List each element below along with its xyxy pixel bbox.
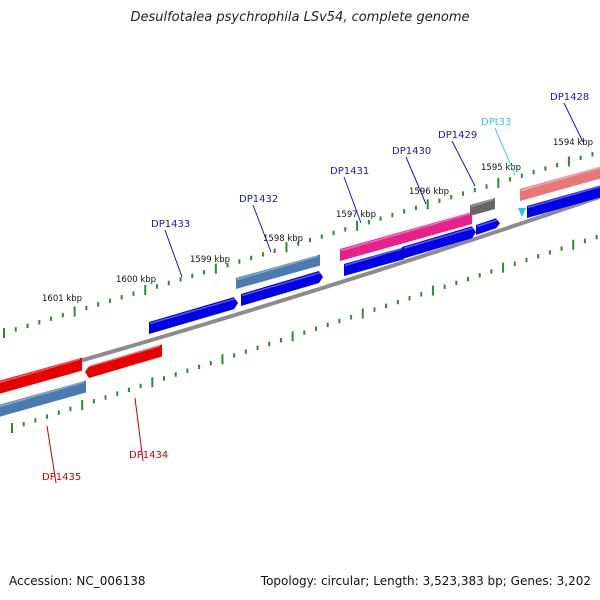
gene-bar-dp1428-highlight	[527, 185, 600, 209]
gene-bar-dp1429-outer	[470, 198, 495, 216]
gene-label: DP1429	[438, 130, 477, 141]
accession-info: Accession: NC_006138	[9, 574, 146, 588]
gene-bar-dp1434-highlight	[85, 345, 161, 369]
gene-bar-dp1435-highlight	[0, 358, 81, 384]
gene-bar-dp1435-inner-highlight	[0, 381, 85, 408]
trna-marker-icon	[518, 208, 526, 217]
gene-bar-dp1431	[344, 247, 404, 276]
gene-bar-dp1431-highlight	[344, 247, 403, 267]
map-title: Desulfotalea psychrophila LSv54, complet…	[130, 10, 470, 25]
gene-bar-dp1429-outer-highlight	[470, 198, 494, 208]
gene-bar-dp1432-outer-highlight	[236, 255, 319, 281]
leader-line	[46, 425, 57, 484]
gene-bar-dp1433-highlight	[149, 297, 237, 325]
gene-bar-dp1428	[527, 185, 600, 218]
gene-bar-dp1435	[0, 357, 82, 394]
accession-value: NC_006138	[76, 574, 146, 588]
gene-bar-dp1428-outer-highlight	[520, 166, 600, 192]
gene-label: DP1432	[239, 194, 278, 205]
gene-features	[0, 166, 600, 417]
genes-label: Genes:	[510, 574, 553, 588]
gene-label: DP1428	[550, 92, 589, 103]
accession-label: Accession:	[9, 574, 73, 588]
scale-label: 1601 kbp	[42, 294, 82, 304]
leader-line	[252, 204, 272, 253]
gene-bar-dp1432-highlight	[241, 271, 322, 297]
gene-bar-dp1431-outer	[340, 212, 472, 261]
scale-label: 1595 kbp	[481, 163, 521, 173]
gene-label: DP1434	[129, 450, 168, 461]
scale-label: 1599 kbp	[190, 255, 230, 265]
labels: 1601 kbp 1600 kbp 1599 kbp 1598 kbp 1597 kbp…	[42, 92, 593, 484]
tick-marks	[3, 152, 598, 433]
leader-line	[134, 397, 144, 462]
scale-label: 1598 kbp	[263, 234, 303, 244]
scale-label: 1594 kbp	[553, 138, 593, 148]
genome-stats: Topology: circular; Length: 3,523,383 bp; …	[261, 574, 591, 588]
scale-label: 1596 kbp	[409, 187, 449, 197]
genes-value: 3,202	[556, 574, 591, 588]
gene-label: DP1435	[42, 472, 81, 483]
length-label: Length:	[373, 574, 419, 588]
gene-bar-dp1431-outer-highlight	[340, 212, 471, 252]
gene-label: DP1430	[392, 146, 431, 157]
scale-label: 1600 kbp	[116, 275, 156, 285]
scale-label: 1597 kbp	[336, 210, 376, 220]
gene-bar-dp1429	[476, 218, 500, 235]
backbone-line	[0, 194, 600, 386]
leader-line	[405, 156, 427, 205]
leader-line	[451, 140, 476, 187]
gene-bar-dp1428-outer	[520, 166, 600, 201]
leader-line	[563, 102, 584, 143]
backbone	[0, 194, 600, 386]
gene-bar-dp1429-highlight	[476, 219, 499, 228]
gene-bar-dp1435-inner	[0, 380, 86, 417]
leader-line	[164, 229, 183, 278]
gene-bar-dp1434	[85, 344, 162, 378]
topology-value: circular;	[320, 574, 370, 588]
gene-label: DPt33	[481, 117, 511, 128]
leader-line	[343, 176, 362, 224]
gene-bar-dp1432	[241, 271, 323, 306]
gene-bar-dp1432-outer	[236, 254, 320, 289]
gene-label: DP1433	[151, 219, 190, 230]
gene-bar-dp1433	[149, 297, 238, 334]
gene-bar-dp1430-highlight	[402, 227, 475, 250]
gene-bar-dp1430	[402, 226, 476, 259]
gene-label: DP1431	[330, 166, 369, 177]
topology-label: Topology:	[260, 574, 317, 588]
leader-line	[494, 127, 516, 176]
length-value: 3,523,383 bp;	[422, 574, 507, 588]
